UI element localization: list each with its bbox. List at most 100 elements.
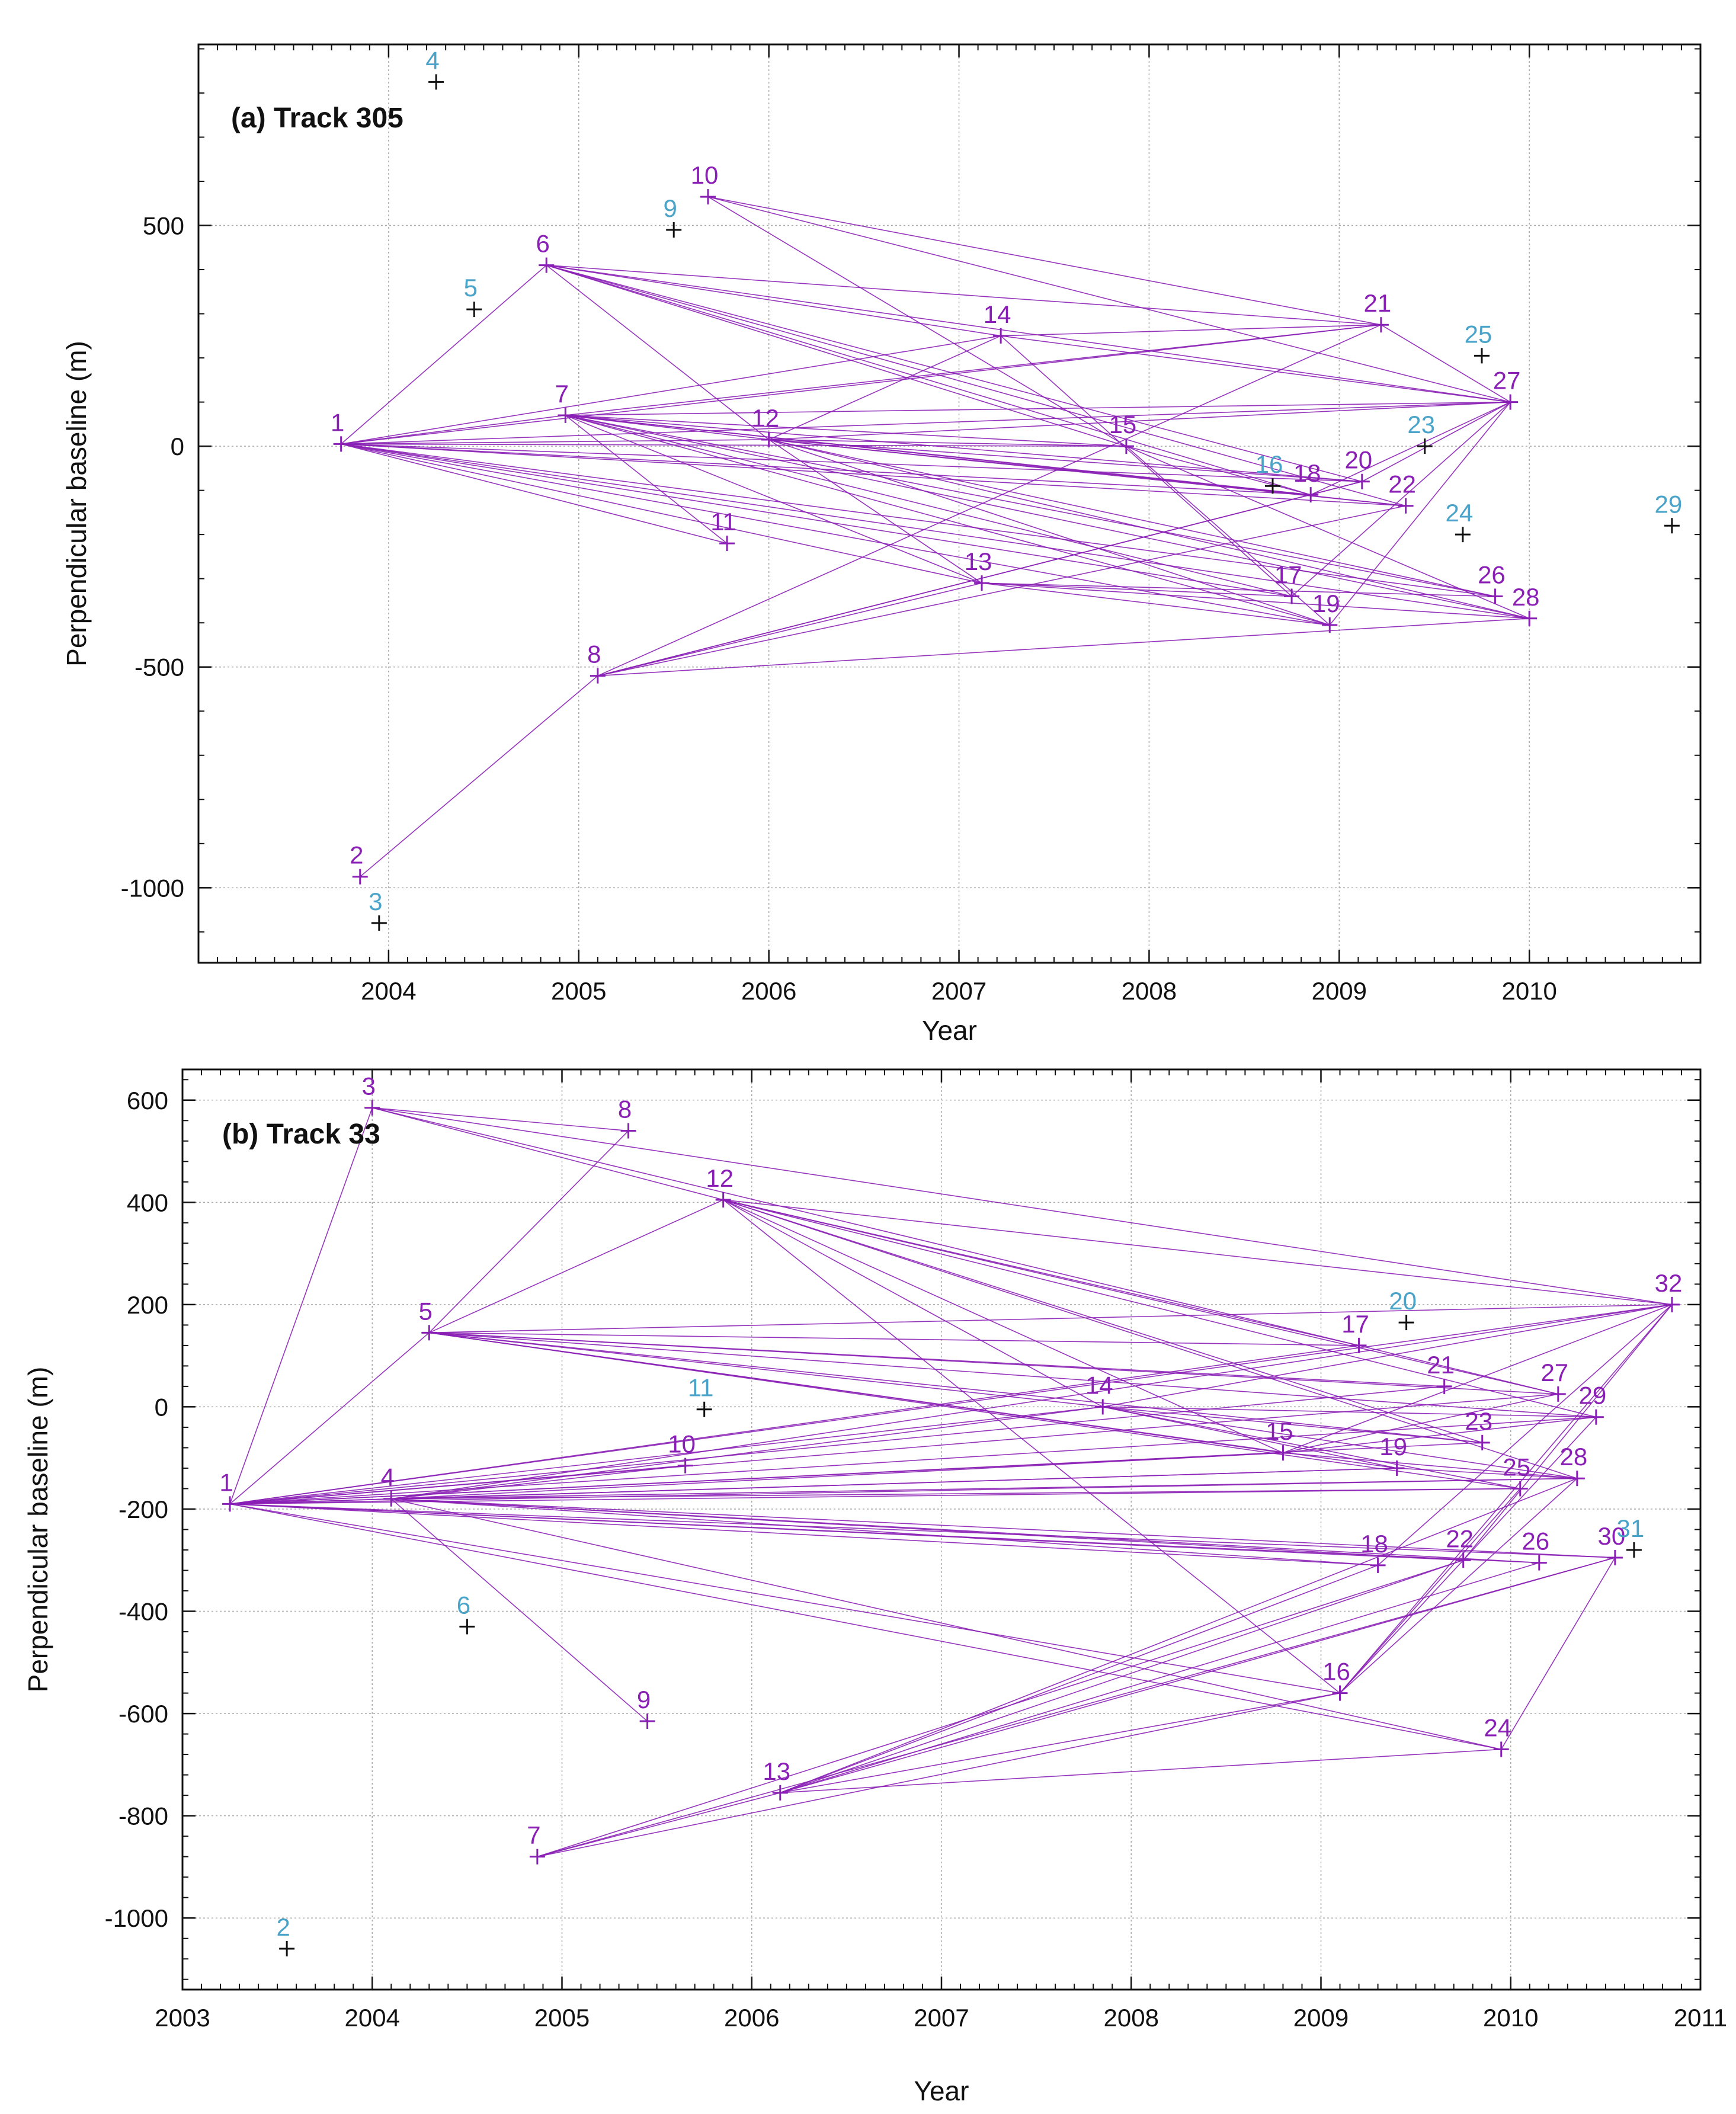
panel-title: (b) Track 33 [222,1119,380,1150]
interferogram-link [341,443,1330,626]
acquisition-label: 7 [555,380,569,408]
acquisition-label: 3 [362,1072,376,1100]
interferogram-link [537,1559,1463,1857]
interferogram-link [723,1199,1673,1305]
interferogram-link [229,1503,1501,1750]
interferogram-link [390,1498,648,1722]
y-tick-label: 200 [127,1291,168,1319]
acquisition-label: 15 [1266,1417,1293,1445]
interferogram-link [429,1332,1558,1395]
acquisition-label: 31 [1617,1514,1645,1542]
interferogram-link [780,1562,1540,1793]
acquisition-label: 18 [1360,1530,1388,1558]
interferogram-link [1378,1304,1673,1566]
interferogram-link [1103,1406,1482,1443]
y-tick-label: 400 [127,1189,168,1216]
interferogram-link [391,1406,1103,1500]
interferogram-link [565,415,1495,597]
acquisition-label: 26 [1478,560,1506,588]
interferogram-link [230,1503,1378,1566]
interferogram-link [723,1199,1482,1443]
acquisition-label: 12 [751,404,779,432]
interferogram-link [565,415,1362,482]
acquisition-label: 32 [1655,1269,1683,1297]
interferogram-link [597,505,1406,677]
acquisition-label: 20 [1389,1287,1417,1315]
interferogram-link [1283,1452,1577,1479]
interferogram-link [1359,1345,1559,1395]
x-tick-label: 2007 [931,977,986,1005]
interferogram-link [768,439,1362,482]
interferogram-link [429,1332,1482,1443]
interferogram-link [723,1199,1283,1453]
interferogram-link [780,1557,1616,1793]
x-tick-label: 2009 [1293,2004,1349,2032]
interferogram-link [1310,481,1363,495]
interferogram-link [1339,1488,1521,1694]
y-tick-label: -1000 [105,1904,168,1932]
interferogram-link [341,443,1126,447]
acquisition-label: 6 [457,1591,470,1619]
interferogram-link [229,1304,1673,1505]
interferogram-link [341,335,1001,445]
panel-b-track-33: 1234567891011121314151617181920212223242… [23,1068,1727,2106]
acquisition-label: 2 [276,1913,290,1941]
interferogram-link [341,439,769,445]
x-tick-label: 2011 [1674,2004,1727,2032]
interferogram-link [341,443,1362,482]
interferogram-link [780,1565,1378,1793]
acquisition-label: 24 [1484,1713,1511,1741]
interferogram-link [1103,1304,1673,1408]
interferogram-link [229,1386,1444,1505]
acquisition-label: 16 [1322,1658,1350,1686]
interferogram-link [597,582,982,677]
y-tick-label: -500 [134,654,184,681]
interferogram-link [1001,324,1381,337]
acquisition-label: 4 [381,1463,395,1491]
acquisition-label: 21 [1364,289,1392,317]
interferogram-link [341,443,728,544]
y-tick-label: -200 [118,1495,168,1523]
x-tick-label: 2006 [741,977,796,1005]
acquisition-label: 17 [1341,1310,1369,1338]
interferogram-link [229,1394,1558,1505]
interferogram-link [1310,401,1511,495]
acquisition-label: 28 [1512,583,1540,611]
acquisition-label: 4 [425,46,439,74]
interferogram-link [341,264,547,445]
interferogram-link [391,1498,1378,1566]
acquisition-label: 14 [1085,1371,1113,1399]
x-axis-label: Year [914,2075,969,2106]
acquisition-label: 16 [1255,450,1283,478]
acquisition-label: 29 [1579,1382,1607,1410]
acquisition-label: 15 [1109,411,1137,438]
interferogram-link [780,1559,1463,1793]
interferogram-link [360,675,598,877]
acquisition-label: 22 [1388,470,1416,498]
interferogram-link [391,1465,686,1500]
interferogram-link [1339,1478,1578,1694]
y-tick-label: 0 [155,1393,168,1421]
interferogram-link [565,415,1406,507]
interferogram-link [428,1199,724,1334]
acquisition-label: 7 [527,1821,540,1849]
interferogram-link [1103,1406,1520,1490]
interferogram-link [565,415,1126,447]
acquisition-label: 20 [1344,446,1372,474]
interferogram-link [723,1199,1103,1408]
y-axis-label: Perpendicular baseline (m) [23,1367,53,1693]
acquisition-label: 29 [1655,490,1683,518]
interferogram-link [230,1503,1615,1558]
interferogram-link [597,617,1530,677]
interferogram-link [546,264,1127,447]
interferogram-link [1362,401,1511,482]
x-tick-label: 2004 [345,2004,400,2032]
acquisition-label: 24 [1446,499,1474,527]
plot-frame [181,1068,1702,1991]
interferogram-link [597,481,1363,677]
interferogram-link [391,1488,1520,1500]
y-tick-label: -400 [118,1598,168,1626]
x-tick-label: 2010 [1483,2004,1538,2032]
x-tick-label: 2004 [361,977,416,1005]
